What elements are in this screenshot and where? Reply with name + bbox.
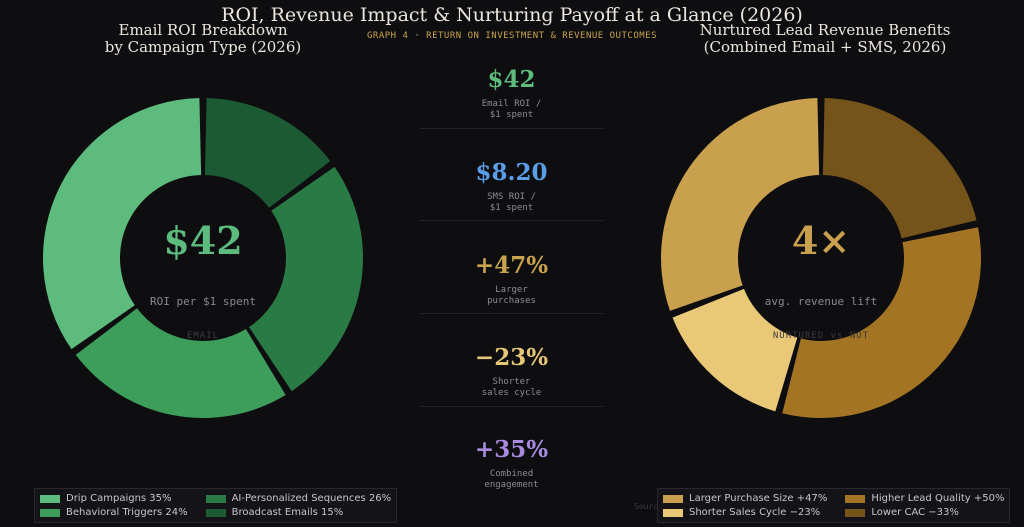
legend-swatch [845, 494, 866, 503]
legend-label: Broadcast Emails 15% [231, 507, 344, 518]
legend-swatch [40, 508, 60, 517]
stat-shorter-cycle: −23% Shorter sales cycle [420, 344, 603, 399]
legend-label: Behavioral Triggers 24% [66, 507, 188, 518]
donut-slice-drip-campaigns [43, 98, 202, 350]
left-legend: Drip Campaigns 35% AI-Personalized Seque… [34, 488, 398, 523]
donut-slice-shorter-sales-cycle [672, 288, 798, 412]
donut-slice-broadcast-emails [204, 98, 331, 208]
stat-label: Combined engagement [484, 469, 539, 490]
legend-item: Broadcast Emails 15% [205, 506, 392, 519]
legend-swatch [205, 494, 226, 503]
stat-label: Email ROI / $1 spent [481, 99, 542, 120]
stat-label: SMS ROI / $1 spent [487, 192, 536, 213]
donut-slice-larger-purchase-size [661, 98, 820, 311]
right-chart-title: Nurtured Lead Revenue Benefits (Combined… [699, 21, 951, 56]
donut-slice-behavioral-triggers [75, 308, 286, 418]
stat-value: +35% [474, 436, 549, 463]
donut-slice-higher-lead-quality [782, 227, 981, 418]
legend-item: Behavioral Triggers 24% [40, 506, 188, 519]
divider [420, 128, 603, 129]
legend-item: Lower CAC −33% [845, 506, 1004, 519]
page-title: ROI, Revenue Impact & Nurturing Payoff a… [221, 4, 803, 26]
page-subtitle: GRAPH 4 · RETURN ON INVESTMENT & REVENUE… [366, 31, 657, 41]
stat-combined-engagement: +35% Combined engagement [420, 436, 603, 491]
stat-label: Larger purchases [487, 285, 536, 306]
legend-item: AI-Personalized Sequences 26% [205, 492, 392, 505]
right-legend: Larger Purchase Size +47% Higher Lead Qu… [657, 488, 1011, 523]
stat-email-roi: $42 Email ROI / $1 spent [420, 66, 603, 121]
divider [420, 406, 603, 407]
right-center-label: avg. revenue lift [764, 295, 878, 308]
legend-label: Larger Purchase Size +47% [689, 493, 828, 504]
divider [420, 220, 603, 221]
legend-swatch [663, 494, 683, 503]
stat-value: $8.20 [475, 159, 548, 186]
legend-swatch [40, 494, 60, 503]
left-center-value: $42 [163, 218, 243, 263]
legend-label: Lower CAC −33% [871, 507, 959, 518]
legend-item: Larger Purchase Size +47% [663, 492, 827, 505]
left-center-label: ROI per $1 spent [150, 295, 256, 308]
donut-slice-ai-personalized-sequences [249, 166, 363, 392]
legend-swatch [845, 508, 866, 517]
donut-slice-lower-cac [822, 98, 977, 239]
stat-value: −23% [474, 344, 549, 371]
legend-item: Higher Lead Quality +50% [845, 492, 1004, 505]
legend-item: Drip Campaigns 35% [40, 492, 188, 505]
stat-value: $42 [487, 66, 536, 93]
left-chart-title: Email ROI Breakdown by Campaign Type (20… [104, 21, 302, 56]
legend-label: Drip Campaigns 35% [66, 493, 172, 504]
legend-label: Shorter Sales Cycle −23% [689, 507, 821, 518]
legend-label: AI-Personalized Sequences 26% [231, 493, 392, 504]
right-ghost-label: NURTURED vs NOT [772, 331, 870, 341]
legend-swatch [663, 508, 683, 517]
legend-swatch [205, 508, 226, 517]
legend-item: Shorter Sales Cycle −23% [663, 506, 827, 519]
left-ghost-label: EMAIL [186, 331, 220, 341]
stat-sms-roi: $8.20 SMS ROI / $1 spent [420, 159, 603, 214]
stat-value: +47% [474, 252, 549, 279]
stat-label: Shorter sales cycle [481, 377, 542, 398]
stat-larger-purchases: +47% Larger purchases [420, 252, 603, 307]
divider [420, 313, 603, 314]
right-center-value: 4× [791, 218, 851, 263]
legend-label: Higher Lead Quality +50% [871, 493, 1005, 504]
